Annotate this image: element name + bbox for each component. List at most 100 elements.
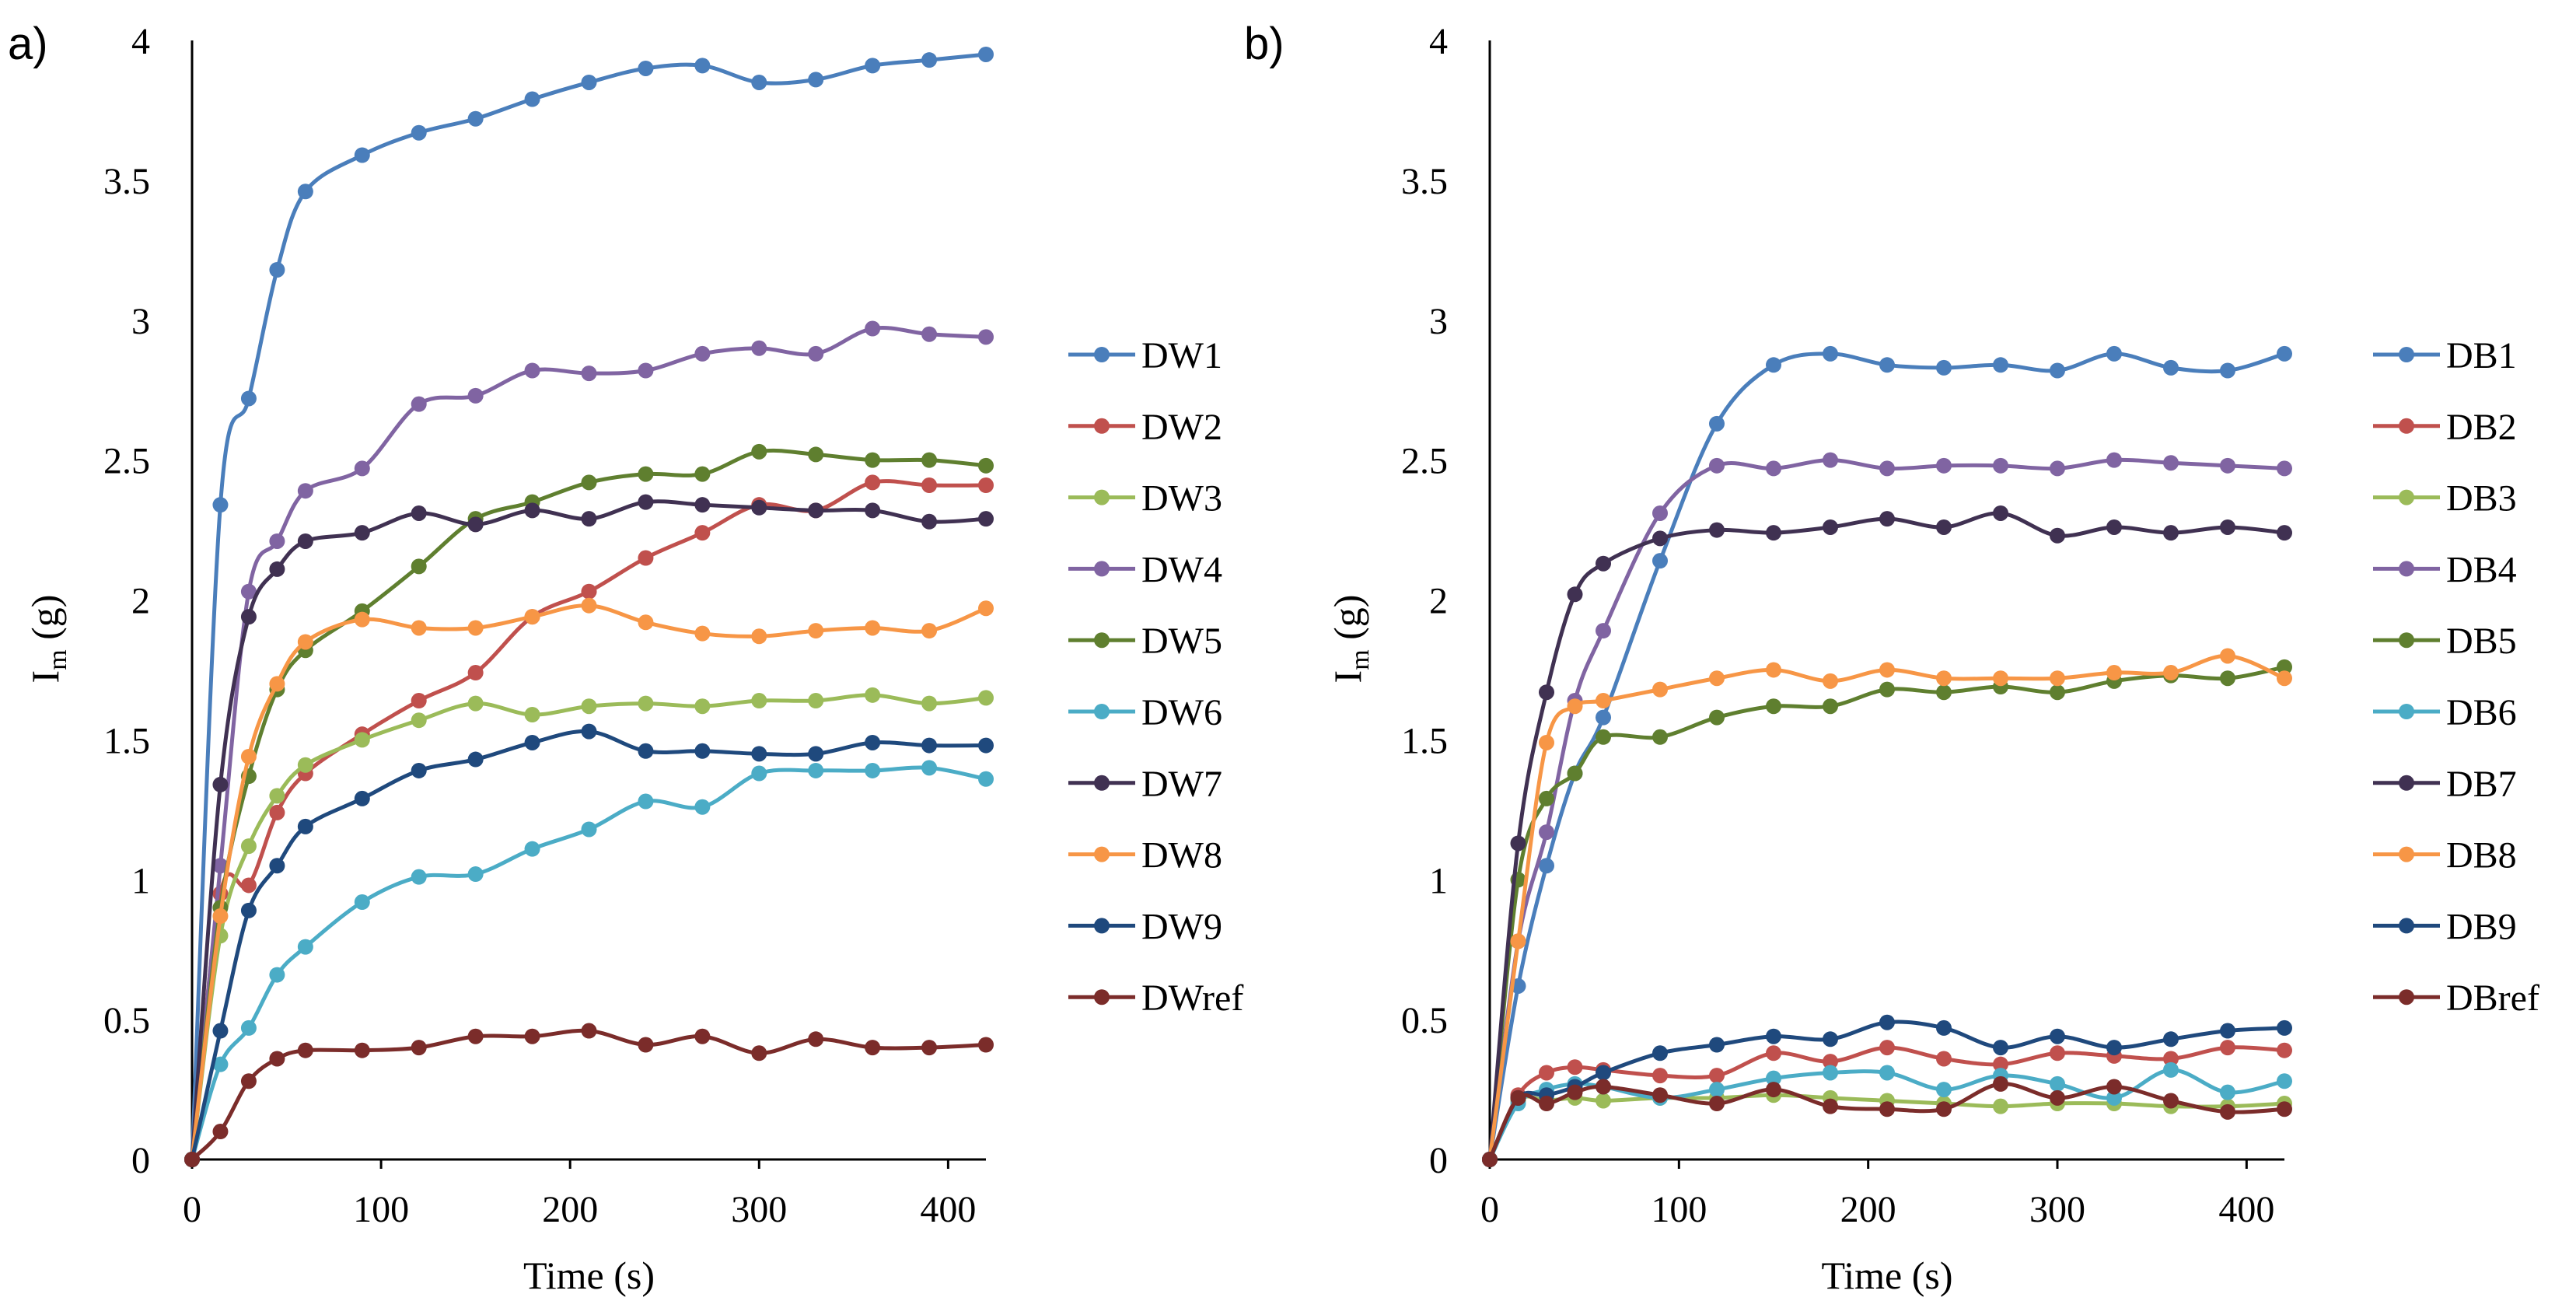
data-point [694, 625, 711, 642]
data-point [751, 1045, 767, 1061]
data-point [2220, 648, 2235, 664]
legend-item: DW9 [1068, 906, 1222, 947]
data-point [808, 345, 824, 362]
data-point [467, 695, 484, 712]
data-point [1652, 1045, 1668, 1061]
data-point [411, 693, 427, 709]
data-point [921, 737, 938, 754]
legend-swatch-marker [2399, 418, 2414, 434]
data-point [865, 620, 881, 636]
legend-label: DB2 [2446, 407, 2517, 448]
data-point [1993, 457, 2008, 474]
data-point [1766, 698, 1781, 715]
data-point [694, 743, 711, 759]
data-point [1567, 1084, 1583, 1100]
data-point [694, 1028, 711, 1044]
data-point [2106, 1089, 2122, 1106]
x-tick-label: 200 [542, 1189, 598, 1230]
data-point [865, 762, 881, 778]
data-point [1823, 1054, 1838, 1070]
legend-label: DW3 [1141, 478, 1222, 519]
y-tick-label: 2.5 [1401, 441, 1448, 482]
data-point [2277, 1019, 2292, 1036]
data-point [581, 821, 597, 838]
y-tick-label: 1 [1429, 860, 1448, 901]
data-point [751, 628, 767, 645]
legend-item: DB7 [2373, 764, 2517, 805]
legend-item: DW7 [1068, 764, 1222, 805]
data-point [2106, 345, 2122, 362]
data-point [467, 866, 484, 883]
data-point [1993, 505, 2008, 521]
data-point [638, 1037, 654, 1053]
legend-swatch-marker [2399, 918, 2414, 934]
data-point [1879, 681, 1895, 698]
data-point [467, 387, 484, 404]
legend-item: DW6 [1068, 692, 1222, 733]
legend-swatch-marker [2399, 347, 2414, 362]
x-tick-label: 400 [920, 1189, 976, 1230]
data-point [978, 511, 994, 527]
data-point [1709, 1037, 1725, 1053]
legend-label: DW2 [1141, 407, 1222, 448]
x-tick-label: 300 [731, 1189, 787, 1230]
data-point [2050, 1045, 2065, 1061]
data-point [2106, 1079, 2122, 1095]
data-point [240, 1073, 257, 1089]
data-point [1510, 835, 1526, 852]
data-point [212, 858, 229, 874]
data-point [240, 838, 257, 855]
data-point [240, 877, 257, 894]
y-tick-label: 2 [131, 581, 150, 622]
legend-swatch-marker [1094, 918, 1110, 934]
data-point [1709, 415, 1725, 432]
data-point [638, 743, 654, 759]
series-DWref [184, 1023, 994, 1167]
legend-swatch-marker [1094, 846, 1110, 862]
series-DW3 [184, 687, 994, 1167]
data-point [1879, 1014, 1895, 1030]
data-point [1766, 357, 1781, 373]
data-point [212, 776, 229, 792]
data-point [2050, 1075, 2065, 1092]
data-point [1709, 457, 1725, 474]
data-point [240, 583, 257, 600]
data-point [694, 698, 711, 715]
legend-item: DB3 [2373, 478, 2517, 519]
data-point [1652, 1087, 1668, 1103]
data-point [240, 902, 257, 918]
data-point [2220, 519, 2235, 535]
x-tick-label: 0 [1480, 1189, 1499, 1230]
data-point [581, 1023, 597, 1039]
data-point [212, 1023, 229, 1039]
data-point [2220, 457, 2235, 474]
data-point [1596, 729, 1611, 745]
data-point [1766, 525, 1781, 541]
data-point [1936, 1019, 1952, 1036]
legend-swatch-marker [1094, 775, 1110, 791]
data-point [297, 757, 313, 773]
legend-label: DW4 [1141, 549, 1222, 590]
series-DW6 [184, 760, 994, 1167]
y-tick-label: 1 [131, 860, 150, 901]
data-point [1709, 1082, 1725, 1098]
series-DBref [1482, 1075, 2292, 1167]
data-point [638, 793, 654, 810]
data-point [808, 623, 824, 639]
data-point [1766, 1082, 1781, 1098]
data-point [1567, 1059, 1583, 1075]
legend-label: DB9 [2446, 906, 2517, 947]
data-point [1823, 673, 1838, 689]
data-point [467, 665, 484, 681]
data-point [1936, 1082, 1952, 1098]
data-point [1652, 729, 1668, 745]
legend-swatch-marker [1094, 989, 1110, 1005]
data-point [1652, 1068, 1668, 1084]
data-point [1652, 530, 1668, 547]
data-point [751, 74, 767, 90]
data-point [1993, 1098, 2008, 1114]
legend-swatch-marker [1094, 347, 1110, 362]
data-point [694, 466, 711, 482]
data-point [638, 550, 654, 566]
data-point [808, 446, 824, 463]
